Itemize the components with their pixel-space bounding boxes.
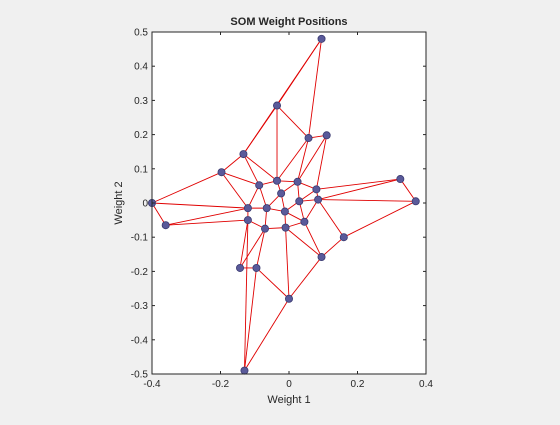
y-tick-label: -0.2 xyxy=(131,267,149,278)
x-tick-label: 0.2 xyxy=(351,379,365,390)
node-marker xyxy=(317,253,326,262)
edge-line xyxy=(308,38,322,139)
node-marker xyxy=(396,175,405,184)
node-marker xyxy=(239,150,248,159)
y-tick-label: -0.4 xyxy=(131,335,149,346)
edge-line xyxy=(151,202,248,209)
axes-box xyxy=(151,31,427,375)
edge-line xyxy=(165,219,248,226)
nodes-layer xyxy=(147,34,420,375)
y-tick-label: 0 xyxy=(142,199,148,210)
node-marker xyxy=(236,263,245,272)
y-ticks: -0.5 -0.4 -0.3 -0.2 -0.1 0 0.1 0.2 0.3 0.4 0.5 xyxy=(131,28,426,381)
x-tick-label: 0 xyxy=(286,379,292,390)
edge-line xyxy=(256,267,290,300)
edge-line xyxy=(244,220,249,371)
y-tick-label: -0.5 xyxy=(131,370,149,381)
edge-line xyxy=(243,153,260,186)
edge-line xyxy=(244,298,290,371)
y-tick-label: 0.4 xyxy=(134,62,148,73)
x-tick-label: -0.4 xyxy=(143,379,161,390)
edge-line xyxy=(276,105,309,139)
edge-line xyxy=(256,228,266,269)
node-marker xyxy=(284,294,293,303)
node-marker xyxy=(261,224,270,233)
node-marker xyxy=(314,195,323,204)
node-marker xyxy=(273,176,282,185)
node-marker xyxy=(293,177,302,186)
edge-line xyxy=(247,185,260,209)
edge-line xyxy=(239,220,249,269)
edge-line xyxy=(285,227,322,258)
edge-line xyxy=(304,221,322,258)
edge-line xyxy=(276,137,309,182)
y-tick-label: -0.1 xyxy=(131,233,149,244)
node-marker xyxy=(295,197,304,206)
edge-line xyxy=(297,135,328,183)
y-tick-label: 0.5 xyxy=(134,28,148,39)
node-marker xyxy=(252,263,261,272)
node-marker xyxy=(304,134,313,143)
edge-line xyxy=(244,267,257,371)
edge-line xyxy=(258,185,268,209)
edge-line xyxy=(343,200,416,238)
edge-line xyxy=(243,153,278,182)
node-marker xyxy=(281,223,290,232)
node-marker xyxy=(161,221,170,230)
edge-line xyxy=(318,199,416,202)
x-axis-label: Weight 1 xyxy=(267,394,310,406)
edge-line xyxy=(221,171,249,209)
edge-line xyxy=(221,153,244,173)
node-marker xyxy=(317,34,326,43)
edge-line xyxy=(297,137,309,182)
x-tick-label: 0.4 xyxy=(419,379,433,390)
edge-line xyxy=(321,236,345,258)
node-marker xyxy=(280,207,289,216)
node-marker xyxy=(243,216,252,225)
edge-line xyxy=(151,171,222,204)
edge-line xyxy=(165,207,248,226)
node-marker xyxy=(262,204,271,213)
edge-line xyxy=(239,228,266,269)
edge-line xyxy=(285,227,290,299)
y-tick-label: 0.3 xyxy=(134,96,148,107)
edge-line xyxy=(304,199,319,223)
node-marker xyxy=(243,204,252,213)
edge-line xyxy=(151,202,167,226)
y-tick-label: 0.1 xyxy=(134,164,148,175)
y-tick-label: -0.3 xyxy=(131,301,149,312)
node-marker xyxy=(322,131,331,140)
y-tick-label: 0.2 xyxy=(134,130,148,141)
node-marker xyxy=(217,168,226,177)
edge-line xyxy=(243,105,278,155)
y-axis-label: Weight 2 xyxy=(113,181,125,224)
node-marker xyxy=(312,185,321,194)
edge-line xyxy=(318,178,401,201)
edge-line xyxy=(316,178,401,190)
node-marker xyxy=(411,197,420,206)
x-tick-label: -0.2 xyxy=(212,379,230,390)
edge-line xyxy=(317,199,345,238)
node-marker xyxy=(300,217,309,226)
edge-line xyxy=(315,135,328,190)
edge-line xyxy=(221,171,260,186)
chart-title: SOM Weight Positions xyxy=(230,16,347,28)
edge-line xyxy=(288,256,322,300)
edge-line xyxy=(399,178,417,202)
node-marker xyxy=(273,101,282,110)
plot-area xyxy=(152,32,426,374)
node-marker xyxy=(339,233,348,242)
node-marker xyxy=(277,189,286,198)
node-marker xyxy=(255,181,264,190)
node-marker xyxy=(240,366,249,375)
